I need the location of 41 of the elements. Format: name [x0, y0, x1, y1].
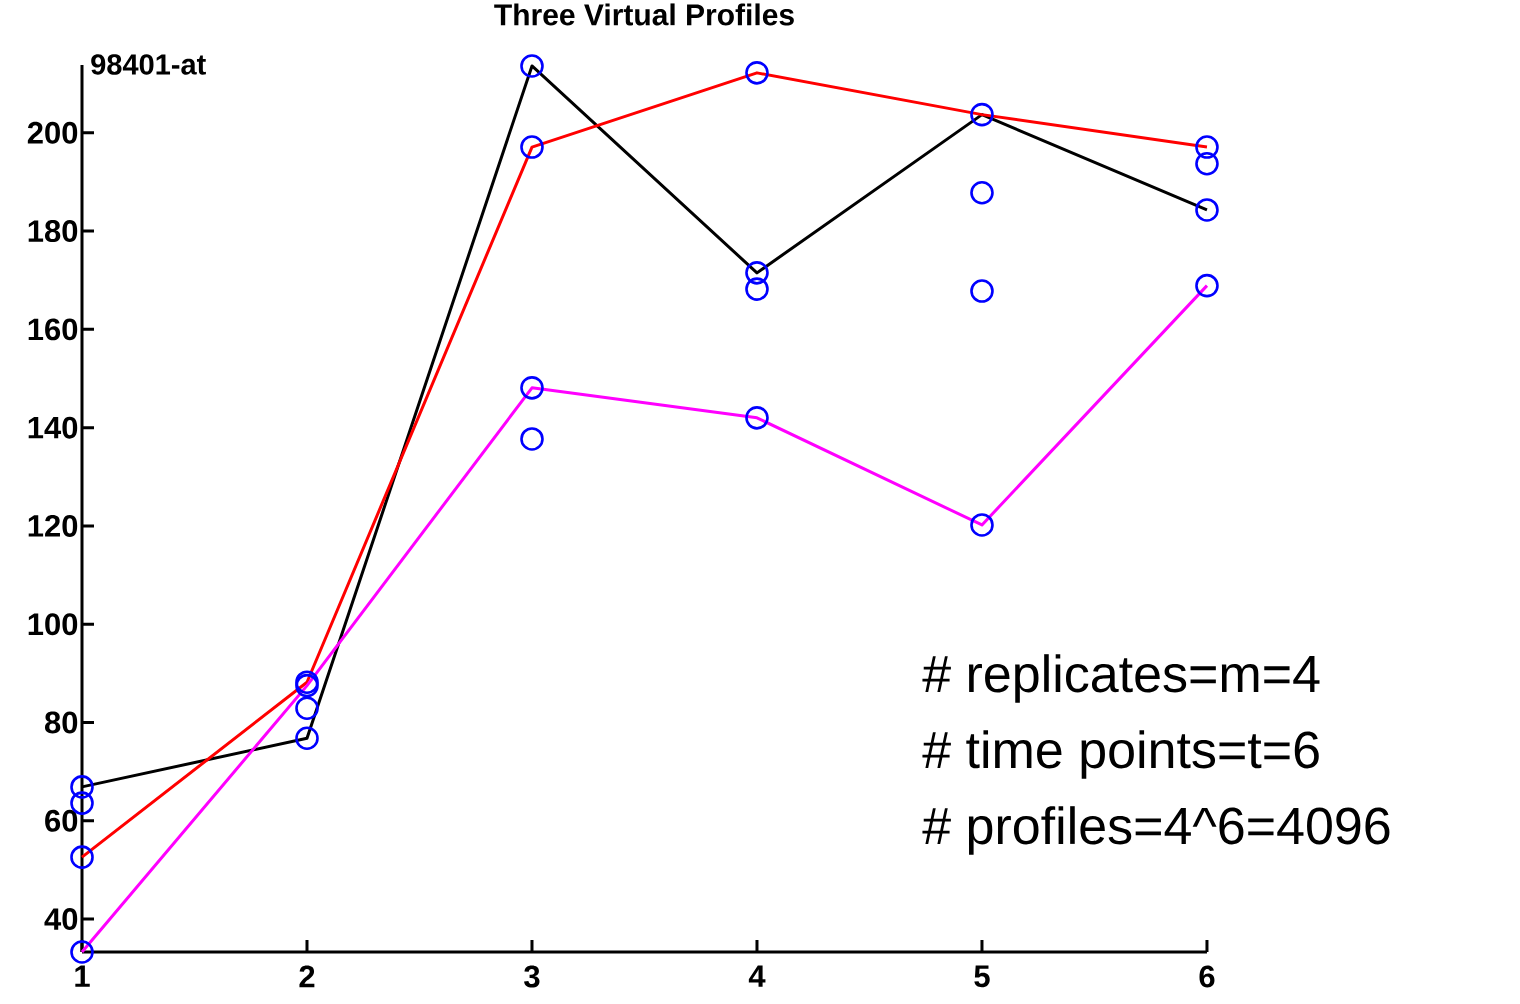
point: [520, 427, 544, 451]
point: [745, 61, 769, 85]
point: [745, 406, 769, 430]
y-tick-label: 40: [44, 908, 78, 931]
point: [520, 54, 544, 78]
y-tick-label: 200: [27, 121, 78, 144]
chart-title: Three Virtual Profiles: [494, 3, 794, 26]
annotation: # time points=t=6: [922, 730, 1319, 779]
point: [520, 376, 544, 400]
point: [1195, 135, 1219, 159]
y-tick-label: 80: [44, 711, 78, 734]
annotation: # replicates=m=4: [922, 654, 1320, 703]
point: [70, 775, 94, 799]
point: [295, 696, 319, 721]
x-tick-label: 5: [974, 965, 990, 988]
y-tick-label: 180: [28, 220, 78, 243]
x-tick-label: 2: [299, 965, 315, 988]
point: [70, 940, 94, 964]
y-tick-label: 100: [28, 613, 78, 636]
point: [745, 277, 769, 301]
annotation: # profiles=4^6=4096: [922, 806, 1390, 855]
y-tick-label: 140: [28, 416, 78, 439]
x-tick-label: 4: [748, 965, 766, 987]
y-tick-label: 60: [45, 809, 78, 832]
y-tick-label: 120: [28, 514, 78, 537]
point: [295, 726, 319, 751]
x-tick-label: 1: [75, 965, 90, 987]
point: [970, 279, 994, 303]
x-tick-label: 3: [524, 965, 540, 988]
point: [1195, 273, 1219, 298]
annotation: 98401-at: [91, 54, 206, 75]
x-tick-label: 6: [1199, 965, 1215, 988]
point: [745, 261, 769, 285]
point: [1195, 198, 1219, 222]
point: [970, 513, 994, 537]
point: [1195, 151, 1219, 176]
point: [970, 180, 994, 205]
point: [70, 845, 94, 869]
point: [970, 102, 994, 127]
point: [520, 135, 544, 159]
y-tick-label: 160: [28, 318, 78, 341]
